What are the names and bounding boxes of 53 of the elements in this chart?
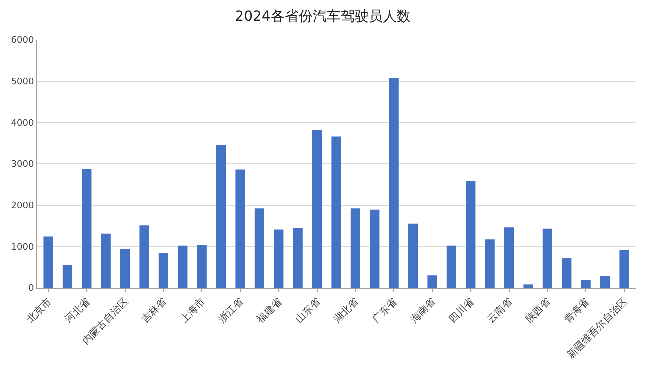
- bar: [293, 228, 303, 288]
- y-tick-label: 2000: [11, 201, 34, 212]
- bar: [562, 258, 572, 288]
- bar: [504, 228, 514, 288]
- bar: [370, 210, 380, 288]
- bar: [197, 245, 207, 288]
- bar: [140, 226, 150, 288]
- y-tick-label: 5000: [11, 77, 34, 88]
- bar: [542, 228, 552, 288]
- x-tick-label: 云南省: [485, 296, 515, 326]
- y-tick-label: 1000: [11, 242, 34, 253]
- bar: [82, 169, 92, 288]
- y-tick-label: 0: [28, 284, 34, 294]
- bar: [466, 180, 476, 288]
- bar: [236, 170, 246, 288]
- bar: [620, 250, 630, 288]
- bar: [524, 284, 534, 288]
- x-tick-label: 浙江省: [216, 296, 246, 326]
- x-tick-label: 青海省: [562, 296, 592, 326]
- y-tick-label: 6000: [11, 36, 34, 46]
- chart-title: 2024各省份汽车驾驶员人数: [235, 9, 411, 26]
- bar: [408, 224, 418, 288]
- bar: [350, 208, 360, 288]
- bar: [120, 250, 130, 288]
- x-tick-label: 四川省: [446, 296, 477, 326]
- bar: [101, 234, 111, 288]
- bar: [389, 78, 399, 288]
- bar: [254, 208, 264, 288]
- x-tick-label: 海南省: [408, 296, 438, 326]
- bar: [485, 240, 495, 288]
- x-tick-label: 湖北省: [332, 296, 362, 326]
- bar: [178, 246, 188, 288]
- bar: [312, 130, 322, 288]
- bar: [600, 276, 610, 288]
- y-tick-label: 3000: [11, 160, 34, 170]
- x-tick-label: 河北省: [62, 296, 93, 326]
- bar: [44, 236, 54, 288]
- x-tick-label: 吉林省: [140, 296, 170, 326]
- bar: [62, 265, 73, 288]
- x-tick-label: 福建省: [254, 296, 285, 326]
- bar: [428, 276, 438, 288]
- x-tick-label: 山东省: [293, 296, 323, 326]
- bar: [216, 144, 226, 288]
- y-tick-label: 4000: [11, 118, 34, 129]
- x-tick-label: 上海市: [178, 296, 208, 326]
- x-tick-label: 广东省: [370, 296, 400, 326]
- x-tick-label: 陕西省: [524, 296, 554, 326]
- bar: [274, 230, 284, 288]
- bar: [446, 246, 456, 288]
- bar: [158, 253, 169, 288]
- x-tick-label: 北京市: [24, 296, 54, 326]
- bar: [332, 136, 342, 288]
- bar: [581, 280, 591, 288]
